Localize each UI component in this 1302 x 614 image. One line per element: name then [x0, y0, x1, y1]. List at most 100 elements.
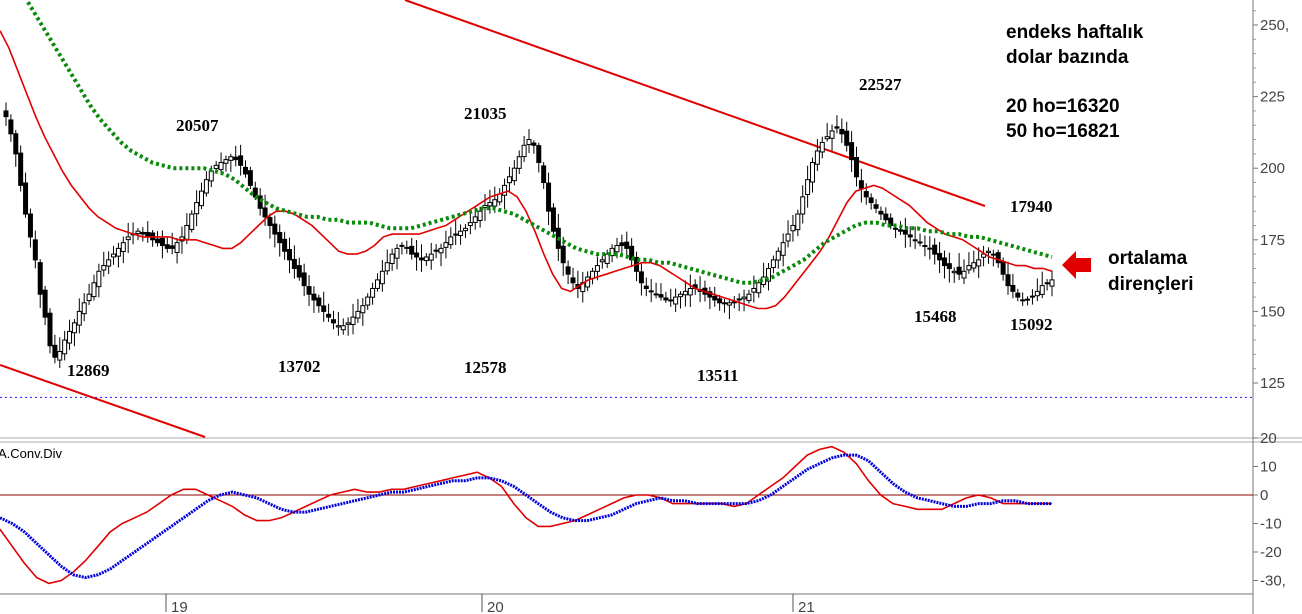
candle-body	[189, 213, 195, 230]
candle-body	[350, 316, 356, 326]
candle-body	[428, 253, 434, 261]
ind-y-tick-label: -10	[1260, 516, 1282, 533]
candle-body	[663, 297, 669, 301]
candle-body	[487, 202, 493, 207]
candle-body	[492, 199, 498, 207]
candle-body	[3, 110, 9, 118]
candle-body	[330, 319, 336, 324]
candle-body	[448, 236, 454, 246]
candle-body	[722, 302, 728, 305]
candle-body	[863, 191, 869, 198]
candle-body	[829, 130, 835, 139]
candle-body	[389, 253, 395, 265]
candle-body	[858, 180, 864, 189]
candle-body	[472, 216, 478, 223]
candle-body	[169, 245, 175, 249]
y-tick-label: 150	[1260, 303, 1285, 320]
candle-body	[819, 141, 825, 153]
candle-body	[52, 344, 58, 358]
ma50-line	[26, 1, 1053, 285]
annotation-low-2: 13702	[278, 357, 321, 376]
candle-body	[111, 253, 117, 258]
candle-body	[937, 252, 943, 261]
candlestick-series	[3, 102, 1055, 369]
ind-y-tick-label: 20	[1260, 430, 1277, 447]
ind-y-tick-label: 0	[1260, 487, 1268, 504]
candle-body	[42, 289, 48, 318]
ind-y-tick-label: 10	[1260, 459, 1277, 476]
candle-body	[106, 259, 112, 267]
candle-body	[345, 322, 351, 325]
candle-body	[526, 139, 532, 146]
candle-body	[726, 302, 732, 306]
candle-body	[184, 224, 190, 240]
signal-line	[0, 453, 1052, 580]
candle-body	[301, 272, 307, 287]
candle-body	[521, 144, 527, 158]
candle-body	[531, 142, 537, 146]
candle-body	[458, 230, 464, 237]
candle-body	[809, 161, 815, 183]
candle-body	[194, 202, 200, 215]
candle-body	[433, 249, 439, 252]
candle-body	[399, 244, 405, 247]
candle-body	[326, 313, 332, 318]
candle-body	[917, 241, 923, 244]
candle-body	[824, 136, 830, 140]
candle-body	[218, 161, 224, 171]
candle-body	[27, 213, 33, 238]
candle-body	[414, 252, 420, 258]
candle-body	[208, 170, 214, 182]
indicator-panel: 20 10 0 -10 -20 -30,	[0, 430, 1286, 590]
annotation-low-5: 15468	[914, 307, 957, 326]
candle-body	[96, 270, 102, 288]
candle-body	[374, 279, 380, 289]
candle-body	[497, 193, 503, 203]
candle-body	[62, 339, 68, 355]
candle-body	[614, 245, 620, 253]
candle-body	[751, 287, 757, 293]
candle-body	[174, 242, 180, 253]
y-tick-label: 250,	[1260, 17, 1289, 34]
candle-body	[682, 290, 688, 296]
macd-line	[0, 445, 1052, 585]
candle-body	[482, 204, 488, 209]
candle-body	[638, 271, 644, 284]
main-y-axis: 125 150 175 200 225 250,	[1253, 10, 1289, 392]
annotation-low-4: 13511	[697, 366, 739, 385]
candle-body	[717, 298, 723, 304]
candle-body	[741, 296, 747, 300]
candle-body	[306, 286, 312, 295]
candle-body	[800, 196, 806, 215]
candle-body	[159, 237, 165, 247]
candle-body	[795, 213, 801, 231]
candle-body	[790, 224, 796, 232]
info-line-1: endeks haftalık	[1006, 22, 1144, 43]
arrow-label-line-1: ortalama	[1108, 248, 1188, 269]
candle-body	[13, 133, 19, 155]
candle-body	[550, 207, 556, 232]
candle-body	[140, 231, 146, 235]
x-axis: 19 20 21	[165, 594, 815, 614]
candle-body	[247, 170, 253, 186]
info-line-4: 50 ho=16821	[1006, 121, 1120, 142]
candle-body	[340, 325, 346, 331]
arrow-label-line-2: dirençleri	[1108, 274, 1194, 295]
candle-body	[932, 244, 938, 255]
candle-body	[990, 253, 996, 256]
candle-body	[1025, 298, 1031, 301]
candle-body	[423, 256, 429, 262]
candle-body	[76, 310, 82, 326]
moving-averages	[0, 1, 1053, 310]
info-line-3: 20 ho=16320	[1006, 96, 1120, 117]
candle-body	[228, 156, 234, 161]
candle-body	[316, 297, 322, 307]
candle-body	[951, 270, 957, 274]
candle-body	[976, 259, 982, 267]
candle-body	[203, 179, 209, 194]
candle-body	[839, 128, 845, 135]
candle-body	[262, 207, 268, 218]
candle-body	[619, 242, 625, 247]
candle-body	[335, 325, 341, 328]
annotation-peak-4: 17940	[1010, 197, 1053, 216]
